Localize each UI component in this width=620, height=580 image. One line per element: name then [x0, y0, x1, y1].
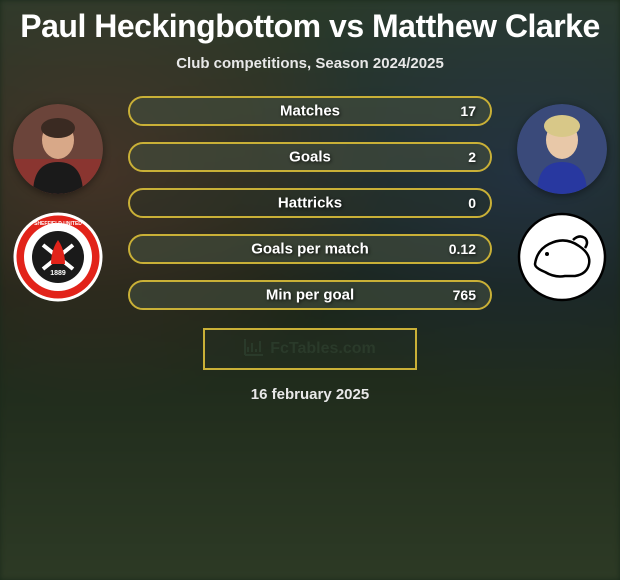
- stat-right-value: 765: [453, 287, 476, 303]
- stat-right-value: 17: [460, 103, 476, 119]
- left-column: 1889 SHEFFIELD UNITED: [8, 104, 108, 302]
- stat-right-value: 2: [468, 149, 476, 165]
- stat-right-value: 0.12: [449, 241, 476, 257]
- right-column: [512, 104, 612, 302]
- stat-bar-mpg: Min per goal 765: [128, 280, 492, 310]
- stat-label: Goals: [289, 149, 331, 166]
- stat-label: Hattricks: [278, 195, 342, 212]
- right-club-logo: [517, 212, 607, 302]
- stat-right-value: 0: [468, 195, 476, 211]
- left-club-logo: 1889 SHEFFIELD UNITED: [13, 212, 103, 302]
- watermark: FcTables.com: [203, 328, 417, 370]
- stat-label: Min per goal: [266, 287, 354, 304]
- infographic-root: Paul Heckingbottom vs Matthew Clarke Clu…: [0, 0, 620, 580]
- stat-bar-hattricks: Hattricks 0: [128, 188, 492, 218]
- stat-bar-matches: Matches 17: [128, 96, 492, 126]
- stat-label: Matches: [280, 103, 340, 120]
- svg-text:SHEFFIELD UNITED: SHEFFIELD UNITED: [34, 221, 82, 227]
- stats-row: 1889 SHEFFIELD UNITED Matches 17 Goals 2…: [0, 96, 620, 310]
- date: 16 february 2025: [0, 386, 620, 403]
- svg-text:1889: 1889: [50, 270, 66, 277]
- subtitle: Club competitions, Season 2024/2025: [0, 55, 620, 72]
- watermark-text: FcTables.com: [270, 340, 376, 358]
- left-player-avatar: [13, 104, 103, 194]
- stat-bars: Matches 17 Goals 2 Hattricks 0 Goals per…: [128, 96, 492, 310]
- right-player-avatar: [517, 104, 607, 194]
- chart-icon: [244, 338, 264, 361]
- stat-label: Goals per match: [251, 241, 369, 258]
- page-title: Paul Heckingbottom vs Matthew Clarke: [0, 0, 620, 45]
- stat-bar-gpm: Goals per match 0.12: [128, 234, 492, 264]
- stat-bar-goals: Goals 2: [128, 142, 492, 172]
